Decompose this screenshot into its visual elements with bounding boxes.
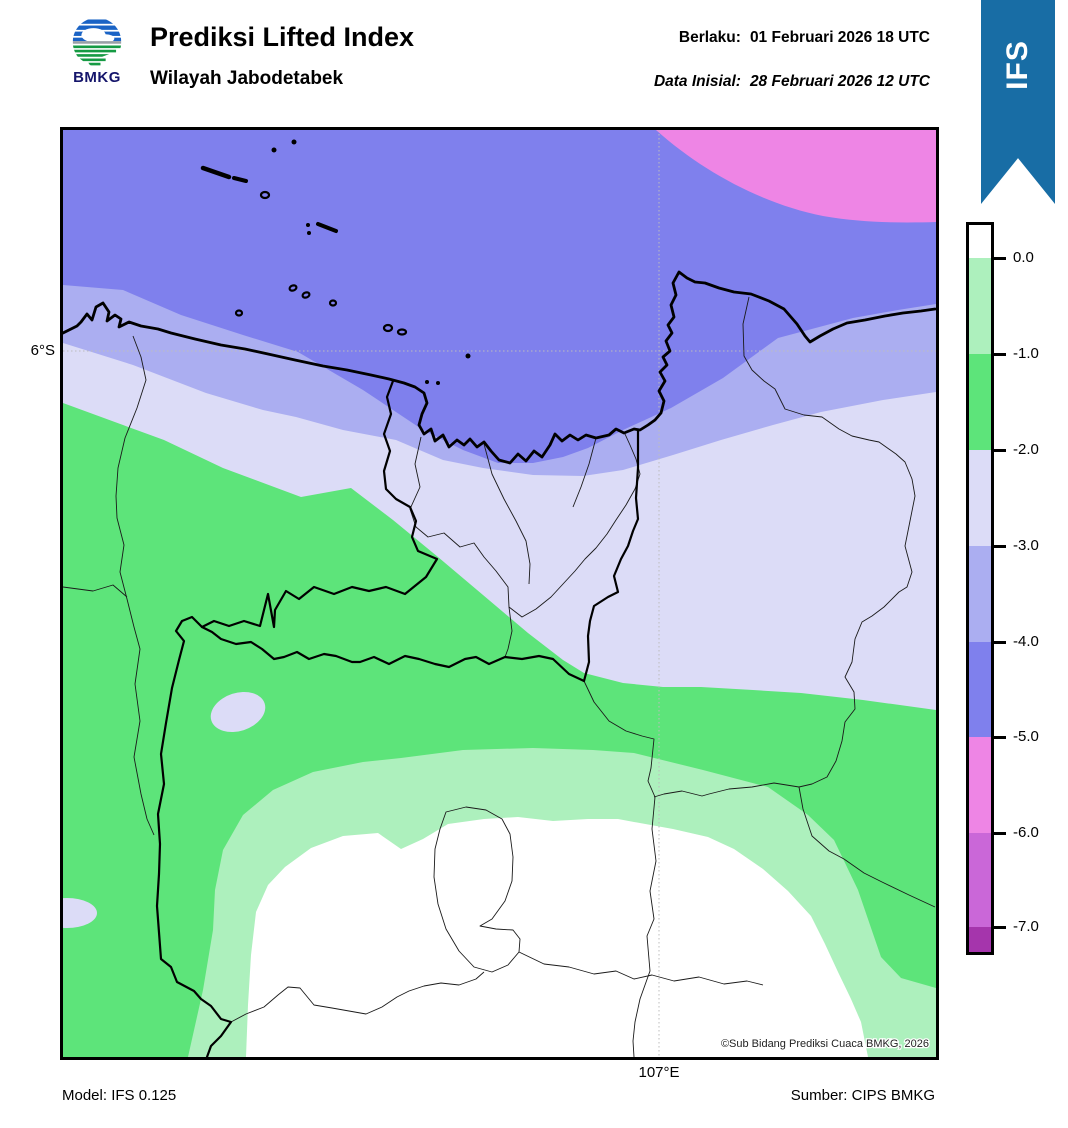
colorbar bbox=[966, 222, 994, 955]
map-copyright: ©Sub Bidang Prediksi Cuaca BMKG, 2026 bbox=[721, 1038, 929, 1050]
colorbar-label: -6.0 bbox=[1013, 824, 1039, 841]
colorbar-tick bbox=[994, 449, 1006, 452]
colorbar-segment bbox=[969, 258, 991, 354]
colorbar-tick bbox=[994, 545, 1006, 548]
colorbar-tick bbox=[994, 926, 1006, 929]
initial-time-label: Data Inisial: bbox=[653, 73, 741, 90]
bmkg-logo-text: BMKG bbox=[73, 69, 121, 86]
colorbar-label: -5.0 bbox=[1013, 728, 1039, 745]
colorbar-label: -7.0 bbox=[1013, 918, 1039, 935]
colorbar-tick bbox=[994, 832, 1006, 835]
colorbar-label: -3.0 bbox=[1013, 537, 1039, 554]
initial-time-value: 28 Februari 2026 12 UTC bbox=[749, 73, 930, 90]
source-info: Sumber: CIPS BMKG bbox=[790, 1087, 935, 1104]
longitude-axis-label: 107°E bbox=[638, 1064, 680, 1081]
colorbar-label: 0.0 bbox=[1013, 249, 1034, 266]
initial-time: Data Inisial: 28 Februari 2026 12 UTC bbox=[654, 73, 930, 91]
colorbar-segment bbox=[969, 642, 991, 737]
page-title: Prediksi Lifted Index bbox=[150, 22, 415, 52]
contour-pocket-minus2-b bbox=[63, 898, 97, 928]
colorbar-segment bbox=[969, 354, 991, 450]
valid-time-label: Berlaku: bbox=[678, 29, 741, 46]
colorbar-segment bbox=[969, 225, 991, 258]
model-ribbon-label: IFS bbox=[1001, 40, 1034, 90]
contour-region-above-0 bbox=[246, 817, 868, 1057]
colorbar-segment bbox=[969, 833, 991, 927]
lifted-index-contour-map: ©Sub Bidang Prediksi Cuaca BMKG, 2026 bbox=[63, 130, 936, 1057]
colorbar-segment bbox=[969, 737, 991, 833]
colorbar-tick bbox=[994, 257, 1006, 260]
bmkg-logo-icon bbox=[72, 17, 122, 67]
forecast-map: ©Sub Bidang Prediksi Cuaca BMKG, 2026 bbox=[60, 127, 939, 1060]
model-ribbon: IFS bbox=[981, 0, 1055, 204]
contour-pocket-minus2-a bbox=[210, 691, 266, 733]
contour-region-minus5-to-minus6 bbox=[656, 130, 936, 223]
colorbar-tick bbox=[994, 641, 1006, 644]
colorbar-tick bbox=[994, 736, 1006, 739]
colorbar-label: -4.0 bbox=[1013, 633, 1039, 650]
latitude-axis-label: 6°S bbox=[30, 342, 55, 359]
colorbar-label: -1.0 bbox=[1013, 345, 1039, 362]
model-info: Model: IFS 0.125 bbox=[62, 1087, 177, 1104]
islands bbox=[200, 139, 471, 385]
contour-region-minus4-to-minus5 bbox=[63, 130, 936, 463]
colorbar-segment bbox=[969, 927, 991, 952]
valid-time: Berlaku: 01 Februari 2026 18 UTC bbox=[679, 29, 930, 47]
colorbar-segment bbox=[969, 546, 991, 642]
coastline bbox=[63, 270, 936, 465]
colorbar-tick bbox=[994, 353, 1006, 356]
bmkg-logo: BMKG bbox=[62, 16, 132, 86]
regency-boundaries bbox=[155, 379, 640, 1057]
valid-time-value: 01 Februari 2026 18 UTC bbox=[749, 29, 930, 46]
page-subtitle: Wilayah Jabodetabek bbox=[150, 68, 344, 89]
district-boundaries bbox=[63, 296, 936, 1057]
colorbar-label: -2.0 bbox=[1013, 441, 1039, 458]
colorbar-segment bbox=[969, 450, 991, 546]
